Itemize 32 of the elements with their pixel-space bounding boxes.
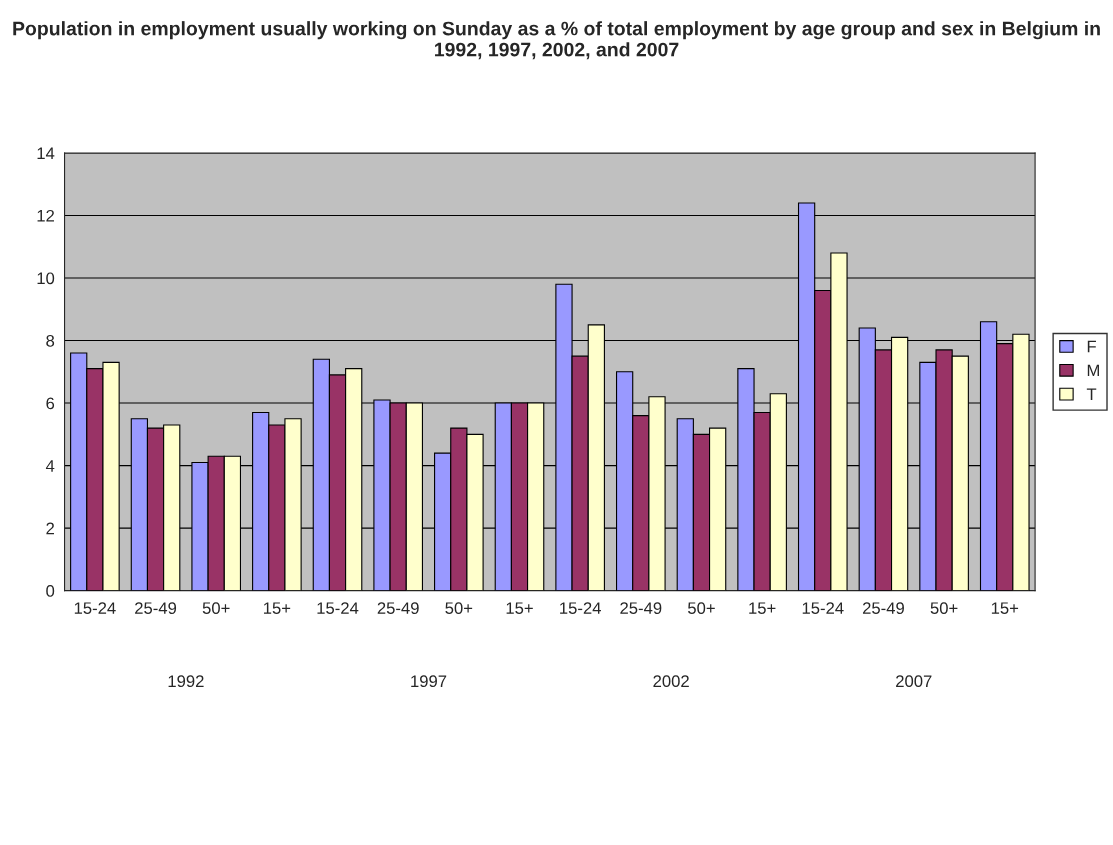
text: 1992 [168,675,204,688]
y-tick-label: 12 [37,209,54,222]
text: 1997 [411,675,447,688]
y-tick-label: 2 [46,522,54,535]
text: 2002 [653,675,689,688]
x-tick-label: 50+ [202,602,230,615]
x-tick-label: 50+ [930,602,958,615]
x-tick-label: 25-49 [377,602,419,615]
x-tick-label: 15-24 [74,602,116,615]
y-tick-label: 4 [45,460,55,472]
x-tick-label: 15-24 [317,602,359,615]
y-tick-label: 14 [37,147,55,159]
x-tick-label: 15-24 [560,602,601,615]
y-tick-label: 0 [46,585,55,597]
x-tick-label: 50+ [688,602,715,615]
x-tick-label: 50+ [445,602,473,615]
legend-label: M [1087,364,1099,377]
legend-label: T [1086,388,1097,400]
y-tick-label: 8 [46,334,55,347]
legend-label: F [1087,340,1096,353]
x-tick-label: 15+ [506,602,533,615]
text: 2007 [896,675,932,688]
x-tick-label: 15+ [991,602,1019,615]
y-tick-label: 6 [46,397,55,410]
x-tick-label: 25-49 [135,602,177,615]
x-tick-label: 25-49 [862,602,904,615]
x-tick-label: 15+ [263,602,291,615]
x-tick-label: 25-49 [620,602,662,615]
y-tick-label: 10 [37,272,55,285]
x-tick-label: 15+ [749,602,776,615]
chart-title: Population in employment usually working on Sunday as a % of total employment by age group and sex in Belgium in 1992, 1997, 2002, and 2007 [13,21,1100,60]
x-tick-label: 15-24 [802,602,844,615]
